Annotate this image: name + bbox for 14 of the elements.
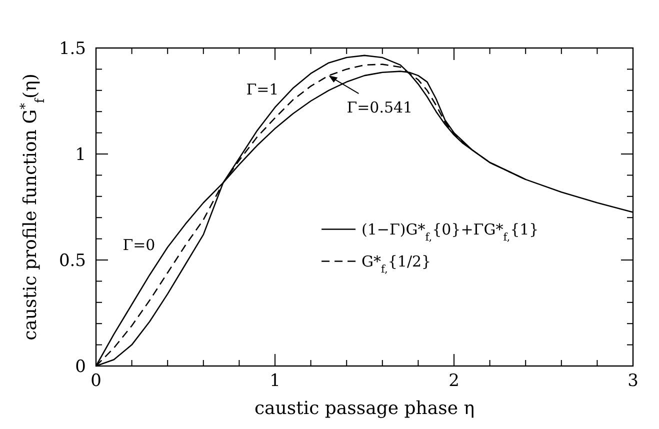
annotation: Γ=0	[122, 236, 156, 254]
x-axis-title: caustic passage phase η	[254, 398, 475, 419]
legend-label: (1−Γ)G*$_{f,}${0}+ΓG*$_{f,}${1}	[362, 220, 539, 244]
y-tick-label: 1.5	[58, 39, 86, 59]
x-tick-label: 0	[90, 371, 102, 391]
y-tick-label: 0.5	[58, 251, 86, 271]
y-tick-label: 0	[75, 357, 86, 377]
x-tick-label: 1	[270, 371, 280, 391]
x-tick-label: 3	[628, 371, 638, 391]
annotation: Γ=0.541	[346, 98, 413, 117]
legend-label: G*$_{f,}${1/2}	[362, 252, 432, 276]
x-tick-label: 2	[448, 371, 460, 391]
y-tick-label: 1	[75, 145, 86, 165]
annotation: Γ=1	[246, 80, 279, 98]
